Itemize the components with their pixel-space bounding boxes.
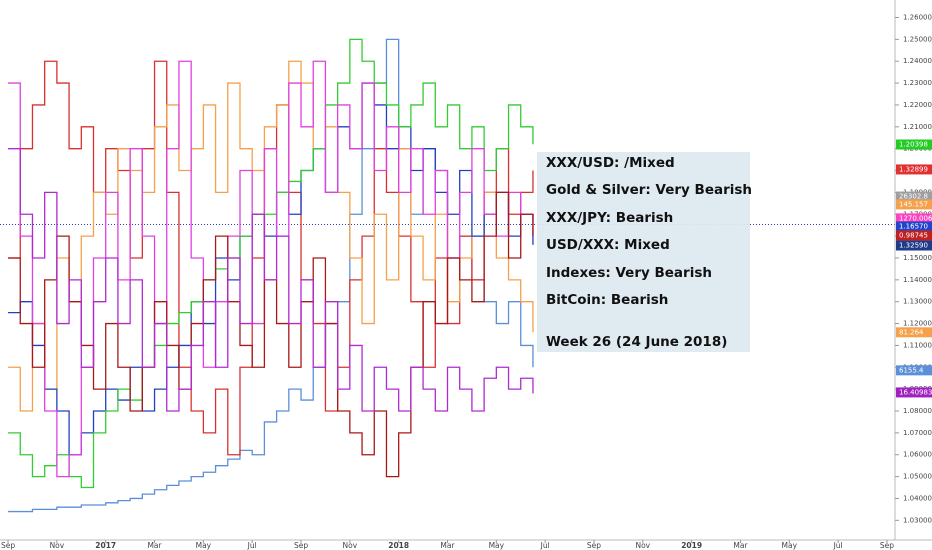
- axes: 1.03000 1.04000 1.05000 1.06000 1.07000 1.080…: [1, 13, 932, 550]
- x-tick-label: Sep: [587, 541, 601, 550]
- price-tag-label: 6155.4: [899, 366, 924, 374]
- x-tick-label: 2017: [95, 541, 116, 550]
- price-tag: [896, 164, 932, 175]
- y-tick-label: 1.22000: [903, 101, 932, 109]
- price-tag-label: 1.32899: [899, 165, 928, 173]
- y-tick-label: 1.12000: [903, 320, 932, 328]
- y-tick-label: 1.26000: [903, 13, 932, 21]
- x-tick-label: May: [782, 541, 798, 550]
- annotations: XXX/USD: /Mixed Gold & Silver: Very Beari…: [546, 155, 752, 350]
- x-tick-label: Jul: [540, 541, 550, 550]
- price-tag: [896, 327, 932, 338]
- price-tag: [896, 365, 932, 376]
- price-tag: [896, 240, 932, 251]
- y-tick-label: 1.07000: [903, 429, 932, 437]
- y-tick-label: 1.13000: [903, 298, 932, 306]
- x-tick-label: 2019: [681, 541, 702, 550]
- x-tick-label: May: [489, 541, 505, 550]
- y-tick-label: 1.11000: [903, 341, 932, 349]
- y-tick-label: 1.06000: [903, 451, 932, 459]
- price-tag-label: 145.157: [899, 200, 928, 208]
- price-tag: [896, 221, 932, 232]
- x-tick-label: Mar: [440, 541, 455, 550]
- price-tag-label: 1270.006: [899, 214, 932, 222]
- price-tag: [896, 139, 932, 150]
- x-tick-label: Mar: [733, 541, 748, 550]
- x-tick-label: Jul: [247, 541, 257, 550]
- y-tick-label: 1.25000: [903, 35, 932, 43]
- price-tag-label: 26302.8: [899, 193, 928, 201]
- y-tick-label: 1.03000: [903, 516, 932, 524]
- price-tag: [896, 230, 932, 241]
- y-tick-label: 1.24000: [903, 57, 932, 65]
- y-tick-label: 1.05000: [903, 473, 932, 481]
- y-tick-label: 1.08000: [903, 407, 932, 415]
- price-tag-label: 0.98745: [899, 231, 928, 239]
- plot: [0, 38, 895, 513]
- y-tick-label: 1.23000: [903, 79, 932, 87]
- price-tag: [896, 191, 932, 202]
- annotation-line: USD/XXX: Mixed: [546, 237, 670, 253]
- y-tick-label: 1.21000: [903, 123, 932, 131]
- annotation-box: [537, 152, 750, 352]
- price-tag: [896, 199, 932, 210]
- series-line: [8, 148, 534, 412]
- annotation-line: BitCoin: Bearish: [546, 292, 668, 308]
- x-tick-label: Sep: [880, 541, 894, 550]
- price-tag: [896, 387, 932, 398]
- x-tick-label: Nov: [343, 541, 358, 550]
- annotation-line: XXX/USD: /Mixed: [546, 155, 675, 171]
- price-tag-label: 16.40983: [899, 388, 932, 396]
- y-tick-label: 1.04000: [903, 494, 932, 502]
- y-tick-label: 1.14000: [903, 276, 932, 284]
- annotation-line: XXX/JPY: Bearish: [546, 210, 673, 226]
- x-tick-label: Mar: [147, 541, 162, 550]
- price-tag: [896, 213, 932, 224]
- price-tag-label: 81.264: [899, 328, 924, 336]
- x-tick-label: 2018: [388, 541, 409, 550]
- annotation-line: Week 26 (24 June 2018): [546, 334, 727, 350]
- price-tag-label: 1.16570: [899, 222, 928, 230]
- annotation-line: Gold & Silver: Very Bearish: [546, 182, 752, 198]
- price-tag-label: 1.32590: [899, 242, 928, 250]
- annotation-line: Indexes: Very Bearish: [546, 265, 712, 281]
- x-tick-label: Nov: [635, 541, 650, 550]
- x-tick-label: Sep: [1, 541, 15, 550]
- series-line: [8, 60, 534, 478]
- x-tick-label: Jul: [833, 541, 843, 550]
- x-tick-label: May: [196, 541, 212, 550]
- price-tag-label: 1.20398: [899, 141, 928, 149]
- y-tick-label: 1.15000: [903, 254, 932, 262]
- x-tick-label: Sep: [294, 541, 308, 550]
- x-tick-label: Nov: [50, 541, 65, 550]
